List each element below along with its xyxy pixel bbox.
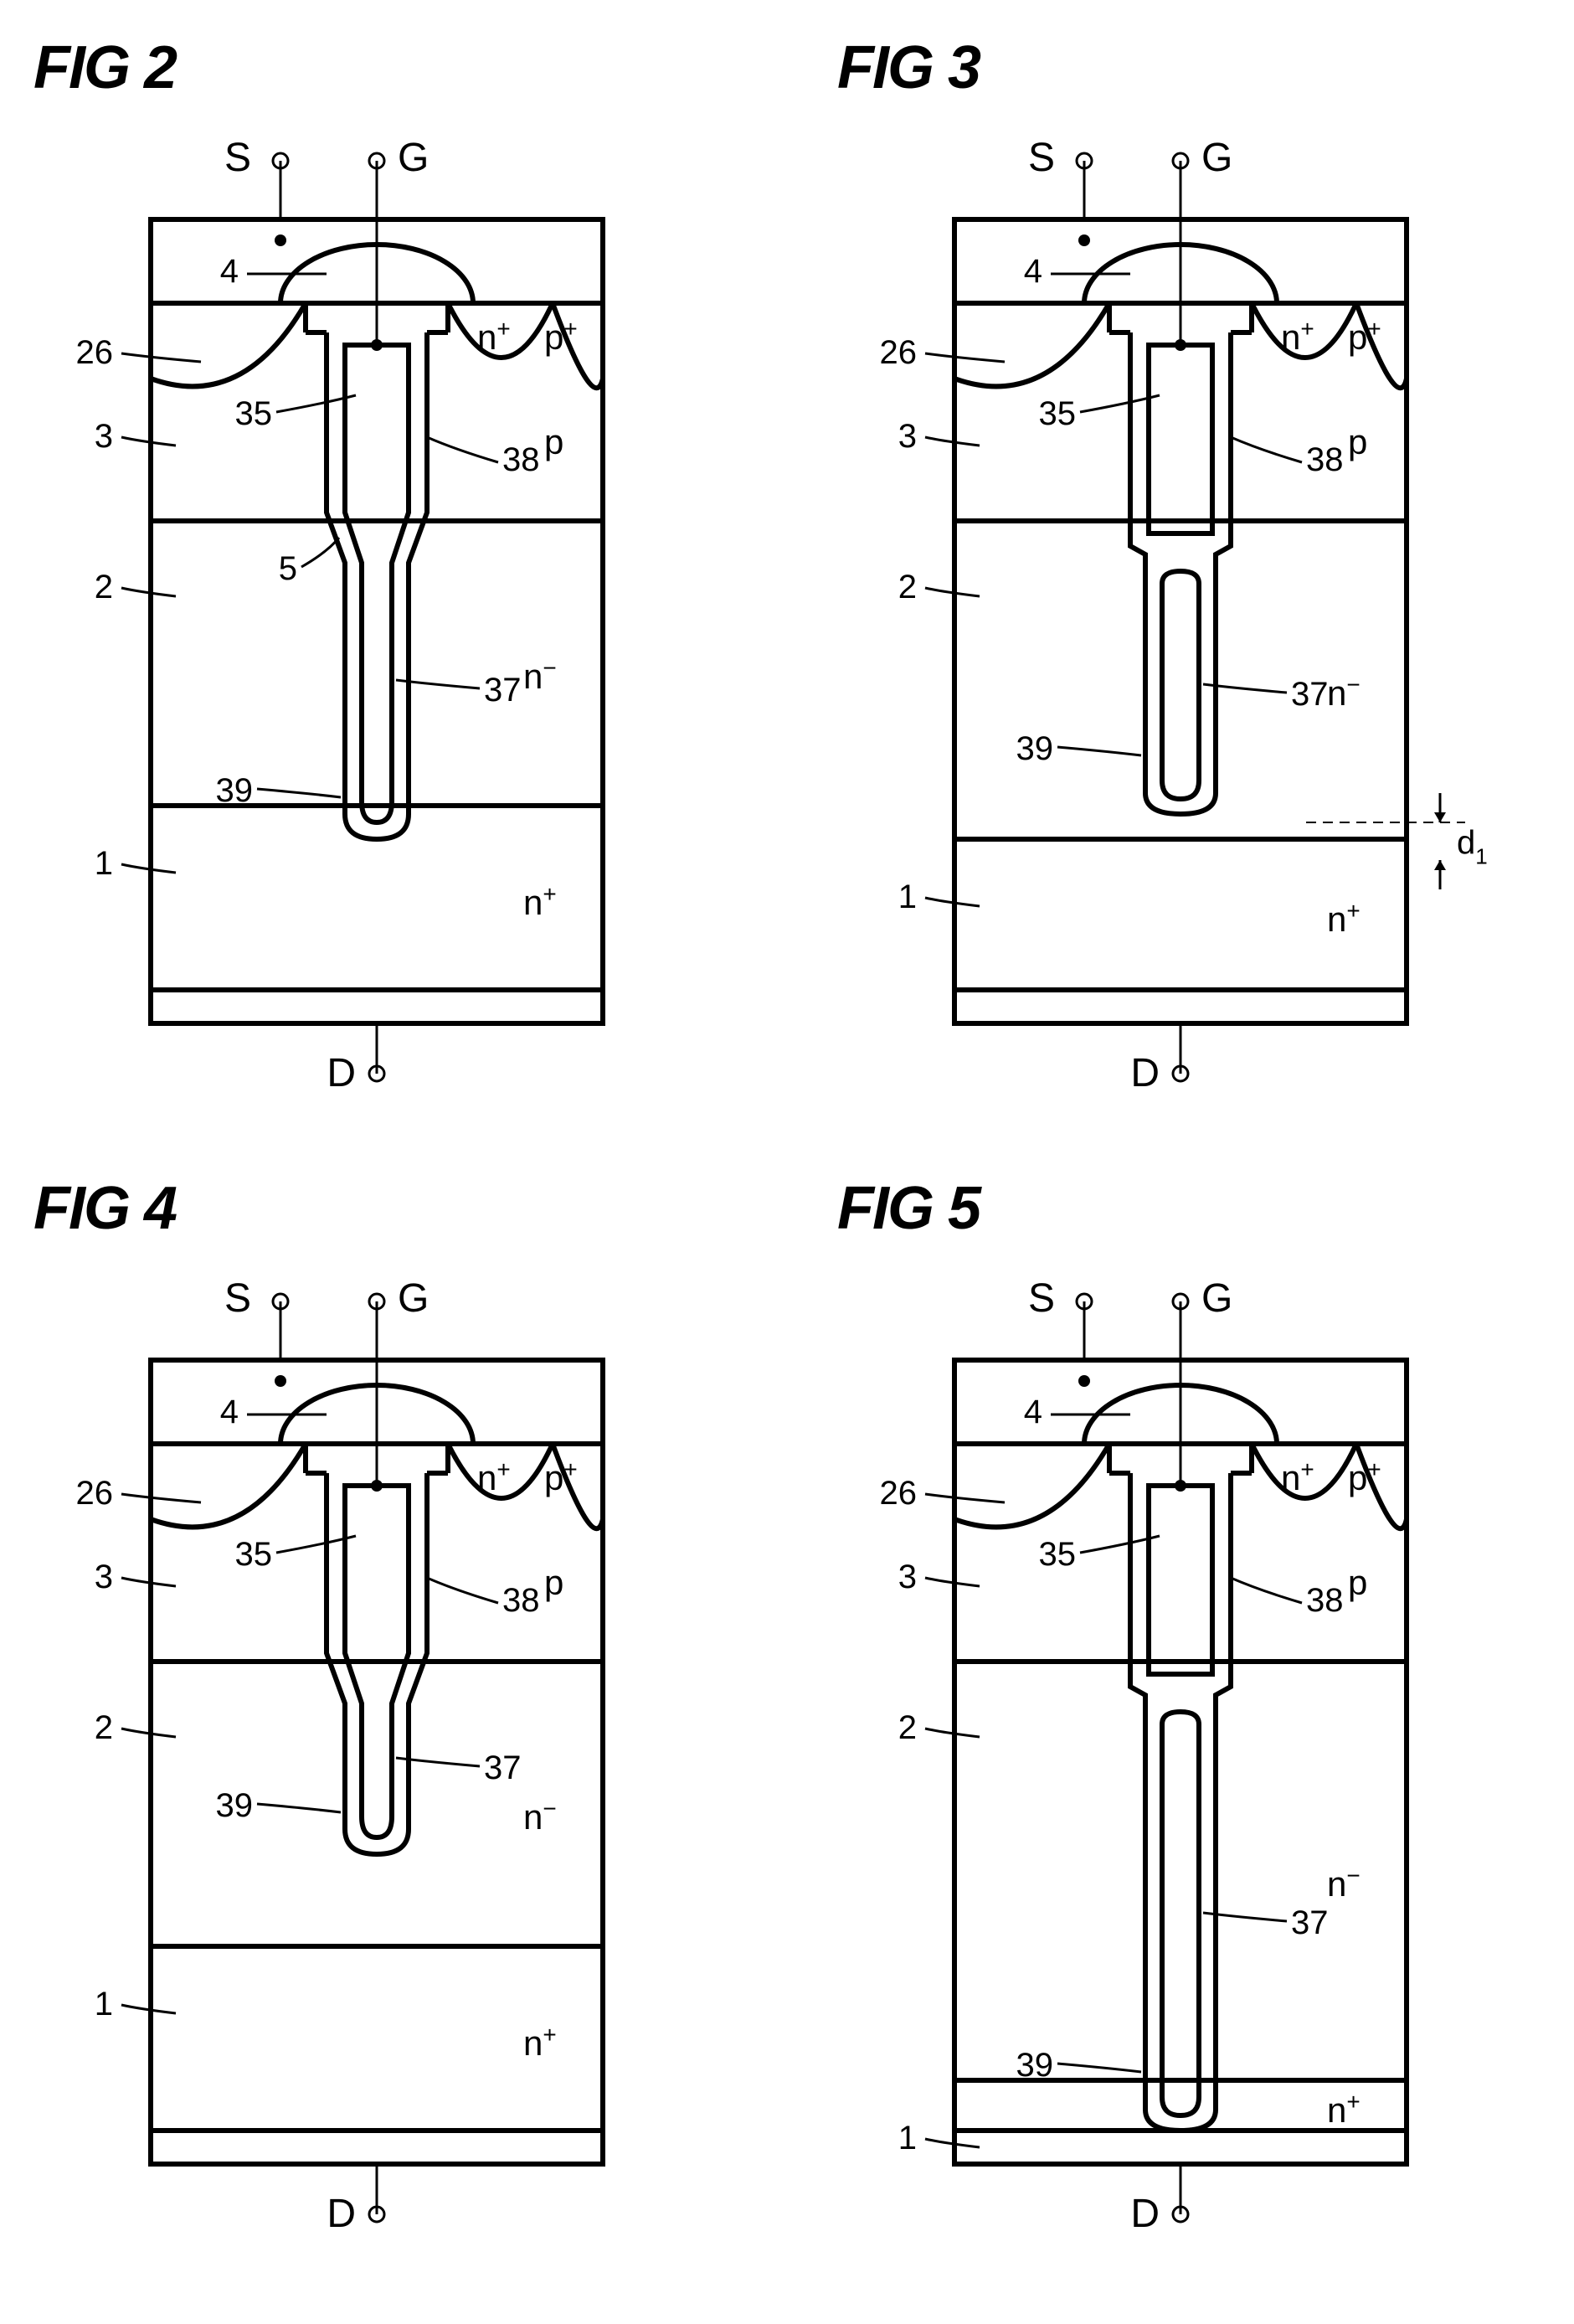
svg-text:38: 38 bbox=[1306, 441, 1344, 478]
fig5-title: FIG 5 bbox=[837, 1174, 1541, 1243]
svg-text:37: 37 bbox=[484, 1749, 522, 1786]
svg-text:n+: n+ bbox=[1281, 1456, 1314, 1497]
svg-text:S: S bbox=[1028, 136, 1055, 180]
fig3-title: FIG 3 bbox=[837, 33, 1541, 102]
svg-text:39: 39 bbox=[216, 1787, 254, 1824]
svg-text:n−: n− bbox=[1327, 672, 1361, 713]
svg-text:35: 35 bbox=[1039, 395, 1077, 432]
svg-text:D: D bbox=[327, 1051, 356, 1095]
svg-text:26: 26 bbox=[880, 1475, 918, 1512]
svg-text:39: 39 bbox=[1016, 2047, 1054, 2084]
svg-text:n+: n+ bbox=[477, 1456, 511, 1497]
svg-text:3: 3 bbox=[898, 1559, 917, 1595]
svg-text:n+: n+ bbox=[1327, 2089, 1361, 2130]
svg-text:26: 26 bbox=[76, 334, 114, 371]
fig3-panel: FIG 3SGn+p+pn−n+26321435383739Dd1 bbox=[837, 33, 1541, 1107]
svg-text:26: 26 bbox=[880, 334, 918, 371]
svg-text:35: 35 bbox=[1039, 1536, 1077, 1573]
svg-text:d1: d1 bbox=[1457, 825, 1488, 869]
svg-text:G: G bbox=[1201, 1276, 1232, 1321]
svg-text:3: 3 bbox=[95, 1559, 113, 1595]
svg-text:1: 1 bbox=[95, 845, 113, 882]
svg-text:G: G bbox=[398, 1276, 429, 1321]
svg-text:S: S bbox=[224, 136, 251, 180]
svg-text:n+: n+ bbox=[1281, 316, 1314, 357]
svg-text:D: D bbox=[1130, 1051, 1160, 1095]
svg-text:G: G bbox=[398, 136, 429, 180]
fig5-diagram: SGn+p+pn−n+26321435383739D bbox=[837, 1260, 1524, 2248]
svg-text:n+: n+ bbox=[523, 881, 557, 922]
svg-text:38: 38 bbox=[1306, 1582, 1344, 1619]
svg-text:n−: n− bbox=[1327, 1863, 1361, 1904]
svg-text:2: 2 bbox=[898, 1709, 917, 1746]
fig5-panel: FIG 5SGn+p+pn−n+26321435383739D bbox=[837, 1174, 1541, 2248]
svg-text:4: 4 bbox=[220, 1394, 239, 1430]
svg-text:S: S bbox=[224, 1276, 251, 1321]
svg-text:n−: n− bbox=[523, 1796, 557, 1837]
svg-text:1: 1 bbox=[898, 879, 917, 915]
fig4-title: FIG 4 bbox=[33, 1174, 737, 1243]
svg-text:2: 2 bbox=[95, 569, 113, 605]
svg-text:39: 39 bbox=[1016, 730, 1054, 767]
svg-text:n+: n+ bbox=[523, 2022, 557, 2063]
svg-text:n+: n+ bbox=[1327, 898, 1361, 939]
fig2-title: FIG 2 bbox=[33, 33, 737, 102]
svg-text:p: p bbox=[1348, 1563, 1367, 1602]
fig2-panel: FIG 2SGn+p+pn−n+263214353853739D bbox=[33, 33, 737, 1107]
svg-text:p: p bbox=[544, 1563, 563, 1602]
svg-text:37: 37 bbox=[484, 672, 522, 709]
svg-text:3: 3 bbox=[898, 418, 917, 455]
svg-text:1: 1 bbox=[898, 2120, 917, 2157]
fig4-panel: FIG 4SGn+p+pn−n+26321435383739D bbox=[33, 1174, 737, 2248]
svg-text:38: 38 bbox=[502, 1582, 540, 1619]
svg-text:4: 4 bbox=[220, 253, 239, 290]
svg-text:37: 37 bbox=[1291, 676, 1329, 713]
svg-text:5: 5 bbox=[279, 550, 297, 587]
svg-text:4: 4 bbox=[1024, 1394, 1042, 1430]
svg-text:37: 37 bbox=[1291, 1904, 1329, 1941]
fig3-diagram: SGn+p+pn−n+26321435383739Dd1 bbox=[837, 119, 1524, 1107]
svg-text:2: 2 bbox=[898, 569, 917, 605]
svg-text:G: G bbox=[1201, 136, 1232, 180]
svg-text:3: 3 bbox=[95, 418, 113, 455]
svg-text:p: p bbox=[1348, 422, 1367, 461]
svg-text:4: 4 bbox=[1024, 253, 1042, 290]
svg-text:39: 39 bbox=[216, 772, 254, 809]
fig4-diagram: SGn+p+pn−n+26321435383739D bbox=[33, 1260, 720, 2248]
svg-text:2: 2 bbox=[95, 1709, 113, 1746]
svg-text:35: 35 bbox=[235, 1536, 273, 1573]
svg-text:n−: n− bbox=[523, 655, 557, 696]
svg-text:S: S bbox=[1028, 1276, 1055, 1321]
svg-text:35: 35 bbox=[235, 395, 273, 432]
svg-text:D: D bbox=[1130, 2192, 1160, 2236]
svg-text:D: D bbox=[327, 2192, 356, 2236]
fig2-diagram: SGn+p+pn−n+263214353853739D bbox=[33, 119, 720, 1107]
svg-text:n+: n+ bbox=[477, 316, 511, 357]
svg-text:26: 26 bbox=[76, 1475, 114, 1512]
svg-text:38: 38 bbox=[502, 441, 540, 478]
svg-text:p: p bbox=[544, 422, 563, 461]
svg-text:1: 1 bbox=[95, 1986, 113, 2023]
